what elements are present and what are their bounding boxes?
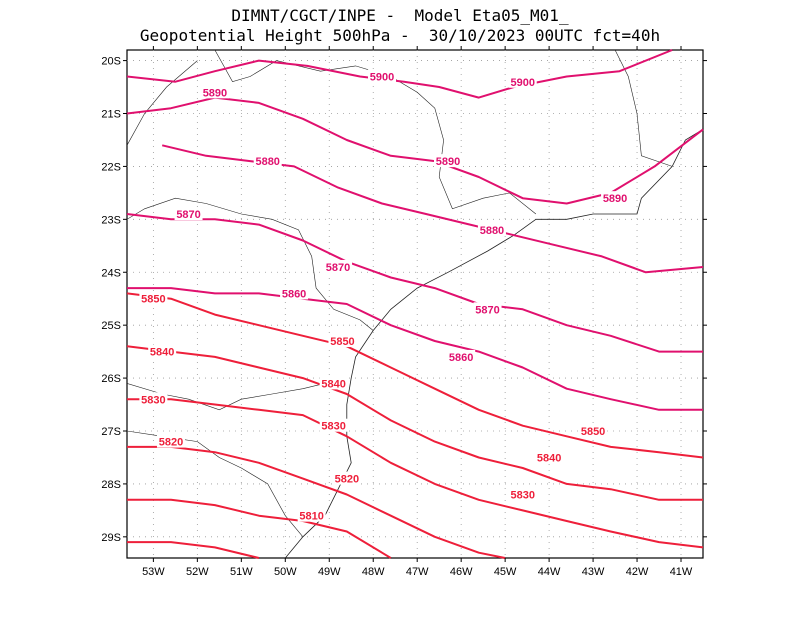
state-border: [126, 60, 198, 146]
contour-label-bg: [535, 450, 564, 464]
contour-line-5820: [127, 445, 506, 559]
lat-tick-label: 22S: [101, 161, 121, 173]
contour-line-5810: [127, 498, 392, 559]
lon-tick-label: 50W: [274, 566, 297, 578]
lat-tick-label: 26S: [101, 373, 121, 385]
contour-label: 5840: [150, 347, 174, 359]
contour-label: 5870: [326, 262, 350, 274]
contours: 5900 5900 5890 5890 5890 5880 5880 5870 5870 5870…: [126, 49, 704, 559]
contour-label: 5850: [330, 336, 354, 348]
contour-label: 5900: [510, 77, 534, 89]
lat-tick-label: 23S: [101, 214, 121, 226]
contour-label: 5840: [537, 452, 561, 464]
contour-label-bg: [174, 207, 203, 221]
contour-label: 5880: [255, 156, 279, 168]
contour-label: 5820: [159, 437, 183, 449]
lon-tick-label: 43W: [582, 566, 605, 578]
contour-line-5860: [127, 287, 703, 411]
contour-label: 5890: [436, 156, 460, 168]
contour-label: 5890: [203, 87, 227, 99]
contour-label: 5870: [176, 209, 200, 221]
title-line-2: Geopotential Height 500hPa - 30/10/2023 …: [139, 26, 661, 45]
contour-label-bg: [473, 302, 502, 316]
contour-label: 5820: [335, 474, 359, 486]
contour-label: 5880: [480, 225, 504, 237]
lon-tick-label: 45W: [494, 566, 517, 578]
contour-label-bg: [508, 74, 537, 88]
title-line-1: DIMNT/CGCT/INPE - Model Eta05_M01_: [231, 6, 569, 25]
contour-label-bg: [324, 259, 353, 273]
lon-tick-label: 46W: [450, 566, 473, 578]
lon-tick-label: 51W: [230, 566, 253, 578]
contour-label: 5890: [603, 193, 627, 205]
contour-label-bg: [368, 69, 397, 83]
coastline: [284, 218, 537, 559]
lon-tick-label: 44W: [538, 566, 561, 578]
contour-label-bg: [328, 334, 357, 348]
lon-tick-label: 49W: [318, 566, 341, 578]
contour-label-bg: [253, 154, 282, 168]
lat-tick-label: 21S: [101, 109, 121, 121]
lon-tick-label: 48W: [362, 566, 385, 578]
contour-line-5870: [126, 213, 703, 353]
state-border: [214, 49, 537, 215]
contour-label: 5840: [321, 378, 345, 390]
contour-label-bg: [297, 508, 326, 522]
lon-tick-label: 47W: [406, 566, 429, 578]
lat-tick-label: 20S: [101, 56, 121, 68]
lat-tick-label: 24S: [101, 267, 121, 279]
state-border: [126, 197, 374, 331]
contour-label: 5810: [299, 511, 323, 523]
contour-label: 5850: [141, 294, 165, 306]
contour-label-bg: [508, 487, 537, 501]
contour-label-bg: [332, 471, 361, 485]
contour-label-bg: [319, 376, 348, 390]
grid: [127, 50, 703, 558]
contour-label: 5860: [282, 288, 306, 300]
lon-tick-label: 53W: [142, 566, 165, 578]
axis-ticks: 20S 21S 22S 23S 24S 25S 26S 27S 28S 29S 53W 52W 51W 5…: [101, 46, 707, 578]
contour-label-bg: [280, 286, 309, 300]
contour-line-5880: [161, 144, 704, 274]
contour-label: 5830: [510, 490, 534, 502]
contour-label-bg: [139, 291, 168, 305]
contour-label: 5850: [581, 426, 605, 438]
lon-tick-label: 52W: [186, 566, 209, 578]
lat-tick-label: 29S: [101, 532, 121, 544]
geography: [126, 49, 704, 559]
contour-label-bg: [477, 222, 506, 236]
contour-label-bg: [319, 418, 348, 432]
contour-label-bg: [579, 424, 608, 437]
lat-tick-label: 25S: [101, 320, 121, 332]
contour-label-bg: [156, 434, 185, 448]
contour-label: 5870: [475, 304, 499, 316]
contour-label-bg: [139, 392, 168, 406]
contour-label: 5860: [449, 352, 473, 364]
lat-tick-label: 27S: [101, 426, 121, 438]
contour-line-5900: [126, 49, 673, 99]
contour-label: 5830: [321, 421, 345, 433]
lat-tick-label: 28S: [101, 479, 121, 491]
contour-label-bg: [200, 85, 229, 99]
contour-line-5840: [126, 345, 703, 501]
lon-tick-label: 41W: [670, 566, 693, 578]
state-border: [614, 49, 673, 167]
map-frame: [126, 49, 704, 559]
contour-line-5800: [127, 541, 260, 559]
contour-label-bg: [433, 154, 462, 168]
contour-line-5850: [126, 292, 704, 459]
lon-tick-label: 42W: [626, 566, 649, 578]
contour-line-5830: [127, 398, 704, 549]
contour-label: 5900: [370, 71, 394, 83]
contour-label-bg: [601, 191, 630, 205]
contour-label-bg: [148, 344, 177, 358]
contour-label-bg: [447, 349, 476, 363]
contour-label: 5830: [141, 394, 165, 406]
